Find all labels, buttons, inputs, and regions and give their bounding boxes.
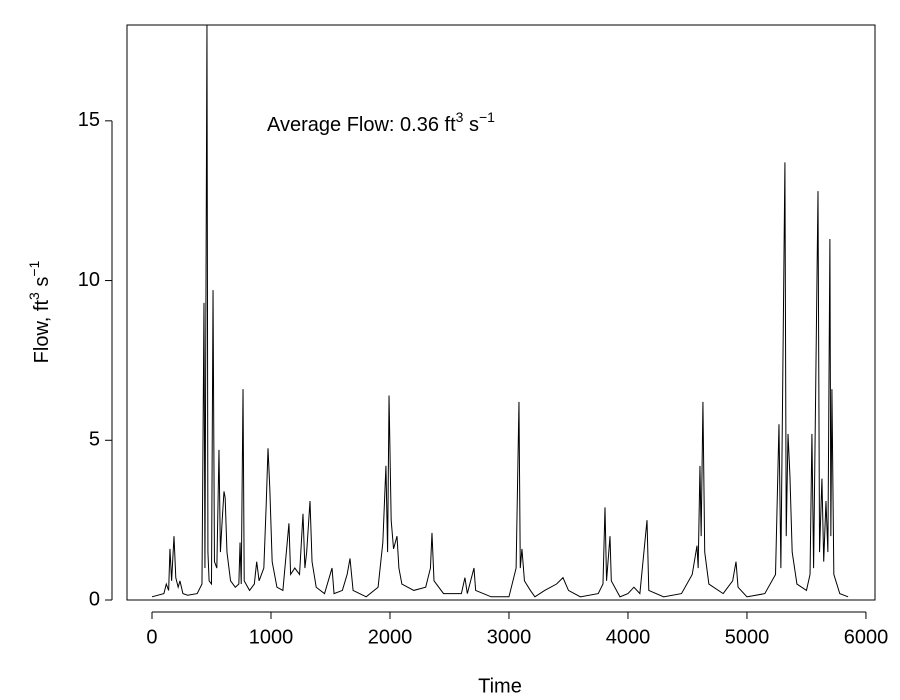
y-tick-label: 15	[78, 109, 100, 131]
x-tick-label: 5000	[725, 626, 770, 648]
y-tick-label: 5	[89, 429, 100, 451]
x-tick-label: 3000	[487, 626, 532, 648]
y-label-sup: −1	[26, 260, 42, 276]
x-tick-label: 2000	[368, 626, 413, 648]
x-tick-label: 1000	[249, 626, 294, 648]
y-tick-label: 10	[78, 269, 100, 291]
y-label-part: s	[31, 277, 53, 293]
y-label-part: Flow, ft	[31, 300, 53, 364]
plot-box	[126, 24, 876, 601]
annotation: Average Flow: 0.36 ft3 s−1	[267, 109, 495, 137]
x-tick-label: 0	[146, 626, 157, 648]
y-label-sup: 3	[26, 292, 42, 300]
y-tick-label: 0	[89, 588, 100, 610]
x-axis-label: Time	[478, 675, 522, 697]
flow-line	[151, 25, 849, 598]
x-tick-label: 4000	[606, 626, 651, 648]
y-axis-label: Flow, ft3 s−1	[26, 260, 54, 363]
x-tick-label: 6000	[844, 626, 889, 648]
annotation-part: Average Flow: 0.36 ft	[267, 114, 456, 136]
annotation-sup: 3	[456, 109, 464, 125]
annotation-part: s	[463, 114, 479, 136]
annotation-sup: −1	[479, 109, 495, 125]
